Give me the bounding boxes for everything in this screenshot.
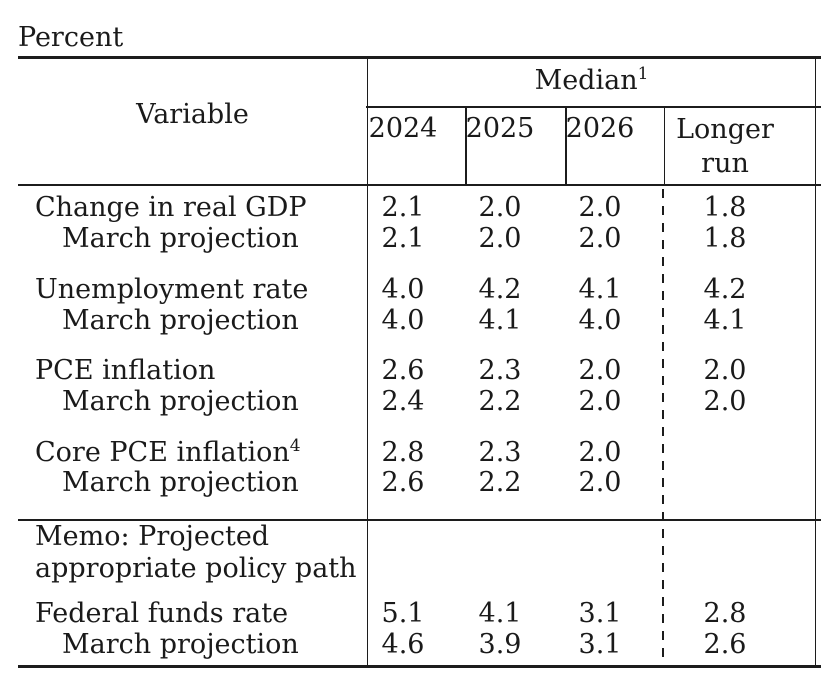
row-label: March projection — [62, 305, 299, 336]
row-value-2026: 4.1 — [578, 274, 622, 305]
row-value-longer-run: 1.8 — [703, 192, 747, 223]
row-value-longer-run: 2.0 — [703, 386, 747, 417]
table-row-gdp-march: March projection 2.1 2.0 2.0 1.8 — [0, 223, 821, 255]
memo-section-separator — [18, 519, 821, 521]
longer-run-dashed-divider — [662, 189, 664, 666]
table-row-unemployment: Unemployment rate 4.0 4.2 4.1 4.2 — [0, 274, 821, 306]
row-label: March projection — [62, 629, 299, 660]
longer-run-header-line1: Longer — [676, 114, 774, 145]
table-row-fed-funds: Federal funds rate 5.1 4.1 3.1 2.8 — [0, 598, 821, 630]
row-label: March projection — [62, 223, 299, 254]
table-row-fed-funds-march: March projection 4.6 3.9 3.1 2.6 — [0, 629, 821, 661]
row-value-2026: 2.0 — [578, 355, 622, 386]
header-body-separator — [18, 184, 821, 186]
row-value-2026: 2.0 — [578, 223, 622, 254]
divider-2024-2025 — [465, 107, 467, 185]
table-row-pce-inflation-march: March projection 2.4 2.2 2.0 2.0 — [0, 386, 821, 418]
row-value-2026: 2.0 — [578, 437, 622, 468]
divider-2025-2026 — [565, 107, 567, 185]
table-right-divider — [814, 56, 816, 668]
row-value-2024: 5.1 — [381, 598, 425, 629]
median-group-underline — [366, 106, 821, 108]
row-value-2025: 2.3 — [478, 437, 522, 468]
longer-run-header-line2: run — [701, 148, 749, 179]
table-row-gdp: Change in real GDP 2.1 2.0 2.0 1.8 — [0, 192, 821, 224]
row-value-2025: 2.2 — [478, 386, 522, 417]
median-group-header-label: Median — [534, 65, 638, 96]
row-value-longer-run: 2.8 — [703, 598, 747, 629]
year-column-header-2026: 2026 — [565, 113, 635, 144]
row-value-2024: 4.6 — [381, 629, 425, 660]
memo-line2: appropriate policy path — [35, 553, 357, 584]
row-value-longer-run: 1.8 — [703, 223, 747, 254]
memo-block: Memo: Projected appropriate policy path — [35, 521, 357, 585]
core-pce-footnote-marker: 4 — [289, 436, 301, 456]
row-value-longer-run: 4.2 — [703, 274, 747, 305]
row-value-2024: 2.6 — [381, 355, 425, 386]
row-label: March projection — [62, 467, 299, 498]
median-group-header: Median1 — [367, 65, 816, 97]
row-value-2025: 2.3 — [478, 355, 522, 386]
table-row-pce-inflation: PCE inflation 2.6 2.3 2.0 2.0 — [0, 355, 821, 387]
row-label: March projection — [62, 386, 299, 417]
table-top-border — [18, 56, 821, 59]
row-value-2025: 4.1 — [478, 305, 522, 336]
row-label: PCE inflation — [35, 355, 216, 386]
row-value-2026: 3.1 — [578, 629, 622, 660]
year-column-header-2024: 2024 — [368, 113, 438, 144]
row-value-2026: 3.1 — [578, 598, 622, 629]
table-row-core-pce-march: March projection 2.6 2.2 2.0 — [0, 467, 821, 499]
row-value-2026: 2.0 — [578, 386, 622, 417]
table-row-core-pce: Core PCE inflation4 2.8 2.3 2.0 — [0, 437, 821, 469]
table-bottom-border — [18, 665, 821, 668]
percent-unit-label: Percent — [18, 22, 124, 53]
row-value-2025: 4.2 — [478, 274, 522, 305]
row-value-2026: 2.0 — [578, 192, 622, 223]
variable-column-header: Variable — [136, 99, 249, 130]
row-value-2025: 2.0 — [478, 223, 522, 254]
median-footnote-marker: 1 — [637, 64, 649, 84]
table-row-unemployment-march: March projection 4.0 4.1 4.0 4.1 — [0, 305, 821, 337]
row-value-longer-run: 4.1 — [703, 305, 747, 336]
row-value-longer-run: 2.0 — [703, 355, 747, 386]
row-value-2025: 2.0 — [478, 192, 522, 223]
row-value-2024: 4.0 — [381, 274, 425, 305]
variable-column-divider — [366, 56, 368, 668]
divider-2026-longer-run-header — [663, 107, 665, 185]
row-value-2025: 3.9 — [478, 629, 522, 660]
row-label: Change in real GDP — [35, 192, 307, 223]
year-column-header-2025: 2025 — [465, 113, 535, 144]
row-value-2024: 2.1 — [381, 192, 425, 223]
row-value-2025: 4.1 — [478, 598, 522, 629]
row-value-2024: 4.0 — [381, 305, 425, 336]
row-value-2025: 2.2 — [478, 467, 522, 498]
row-value-2024: 2.6 — [381, 467, 425, 498]
row-label: Unemployment rate — [35, 274, 309, 305]
memo-line1: Memo: Projected — [35, 521, 270, 552]
row-value-2026: 4.0 — [578, 305, 622, 336]
row-value-longer-run: 2.6 — [703, 629, 747, 660]
row-value-2024: 2.4 — [381, 386, 425, 417]
longer-run-column-header: Longer run — [675, 113, 775, 181]
row-value-2026: 2.0 — [578, 467, 622, 498]
row-value-2024: 2.8 — [381, 437, 425, 468]
row-label: Core PCE inflation4 — [35, 436, 301, 468]
row-value-2024: 2.1 — [381, 223, 425, 254]
row-label: Federal funds rate — [35, 598, 289, 629]
